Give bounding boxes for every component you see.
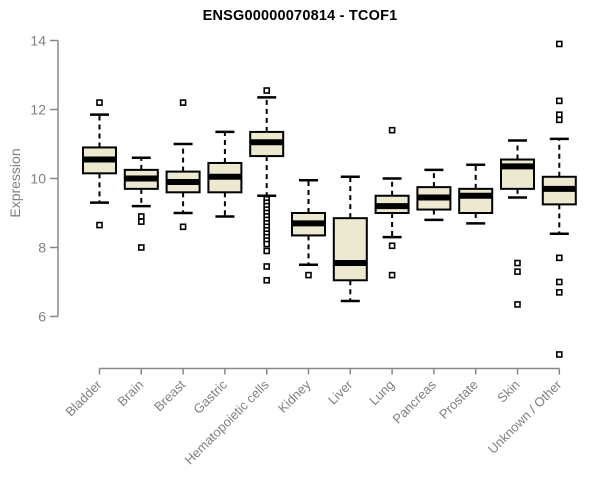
x-tick-label: Liver (325, 377, 356, 408)
outlier-point (555, 116, 563, 124)
boxplot-kidney (291, 178, 326, 279)
outlier-point (263, 240, 271, 248)
outlier-point (514, 259, 521, 267)
outlier-point (263, 87, 271, 94)
y-tick-label: 6 (38, 309, 46, 325)
x-tick-label: Brain (114, 377, 146, 409)
boxplot-prostate (458, 163, 494, 225)
boxplot-brain (123, 156, 159, 251)
boxplot-liver (332, 175, 368, 303)
boxplot-bladder (82, 99, 117, 229)
outlier-point (555, 254, 563, 262)
y-axis: 6 8 10 12 14 (30, 33, 59, 325)
outlier-point (305, 271, 312, 279)
boxplot-hematopoietic-cells (249, 87, 285, 284)
boxplot-unknown-other (541, 40, 577, 358)
boxplot-pancreas (416, 168, 452, 222)
outlier-point (555, 111, 563, 118)
outlier-point (138, 213, 145, 220)
outlier-point (179, 99, 187, 106)
x-tick-label: Kidney (275, 377, 314, 416)
outlier-point (138, 244, 145, 251)
x-tick-label: Breast (151, 377, 188, 414)
boxplot-gastric (207, 130, 243, 218)
outlier-point (179, 223, 187, 231)
outlier-point (555, 40, 563, 48)
x-tick-label: Lung (366, 377, 397, 408)
outlier-point (388, 271, 396, 279)
x-tick-label: Skin (494, 377, 522, 405)
outlier-point (514, 301, 521, 308)
x-tick-label: Bladder (62, 377, 105, 420)
y-tick-label: 14 (30, 33, 46, 49)
y-tick-label: 10 (30, 171, 46, 187)
chart-title: ENSG00000070814 - TCOF1 (202, 8, 398, 24)
x-tick-label: Pancreas (390, 377, 440, 427)
y-tick-label: 12 (30, 102, 46, 118)
outlier-point (555, 351, 563, 358)
boxplot-breast (165, 99, 201, 231)
outlier-point (138, 218, 145, 225)
outlier-point (514, 268, 521, 275)
iqr-box (458, 187, 494, 215)
x-tick-label: Unknown / Other (485, 377, 565, 457)
y-tick-label: 8 (38, 240, 46, 256)
outlier-point (555, 97, 563, 105)
outlier-point (263, 247, 271, 255)
boxplot-lung (374, 126, 410, 279)
outlier-point (96, 221, 103, 229)
outlier-point (263, 276, 271, 284)
outlier-point (388, 242, 396, 250)
outlier-point (96, 99, 103, 106)
outlier-point (555, 289, 563, 296)
x-tick-label: Gastric (190, 377, 230, 417)
x-tick-label: Prostate (436, 377, 481, 422)
boxplot-skin (500, 139, 535, 308)
outlier-point (388, 126, 396, 134)
outlier-point (263, 263, 271, 270)
iqr-box (332, 217, 368, 282)
outlier-point (555, 278, 563, 286)
